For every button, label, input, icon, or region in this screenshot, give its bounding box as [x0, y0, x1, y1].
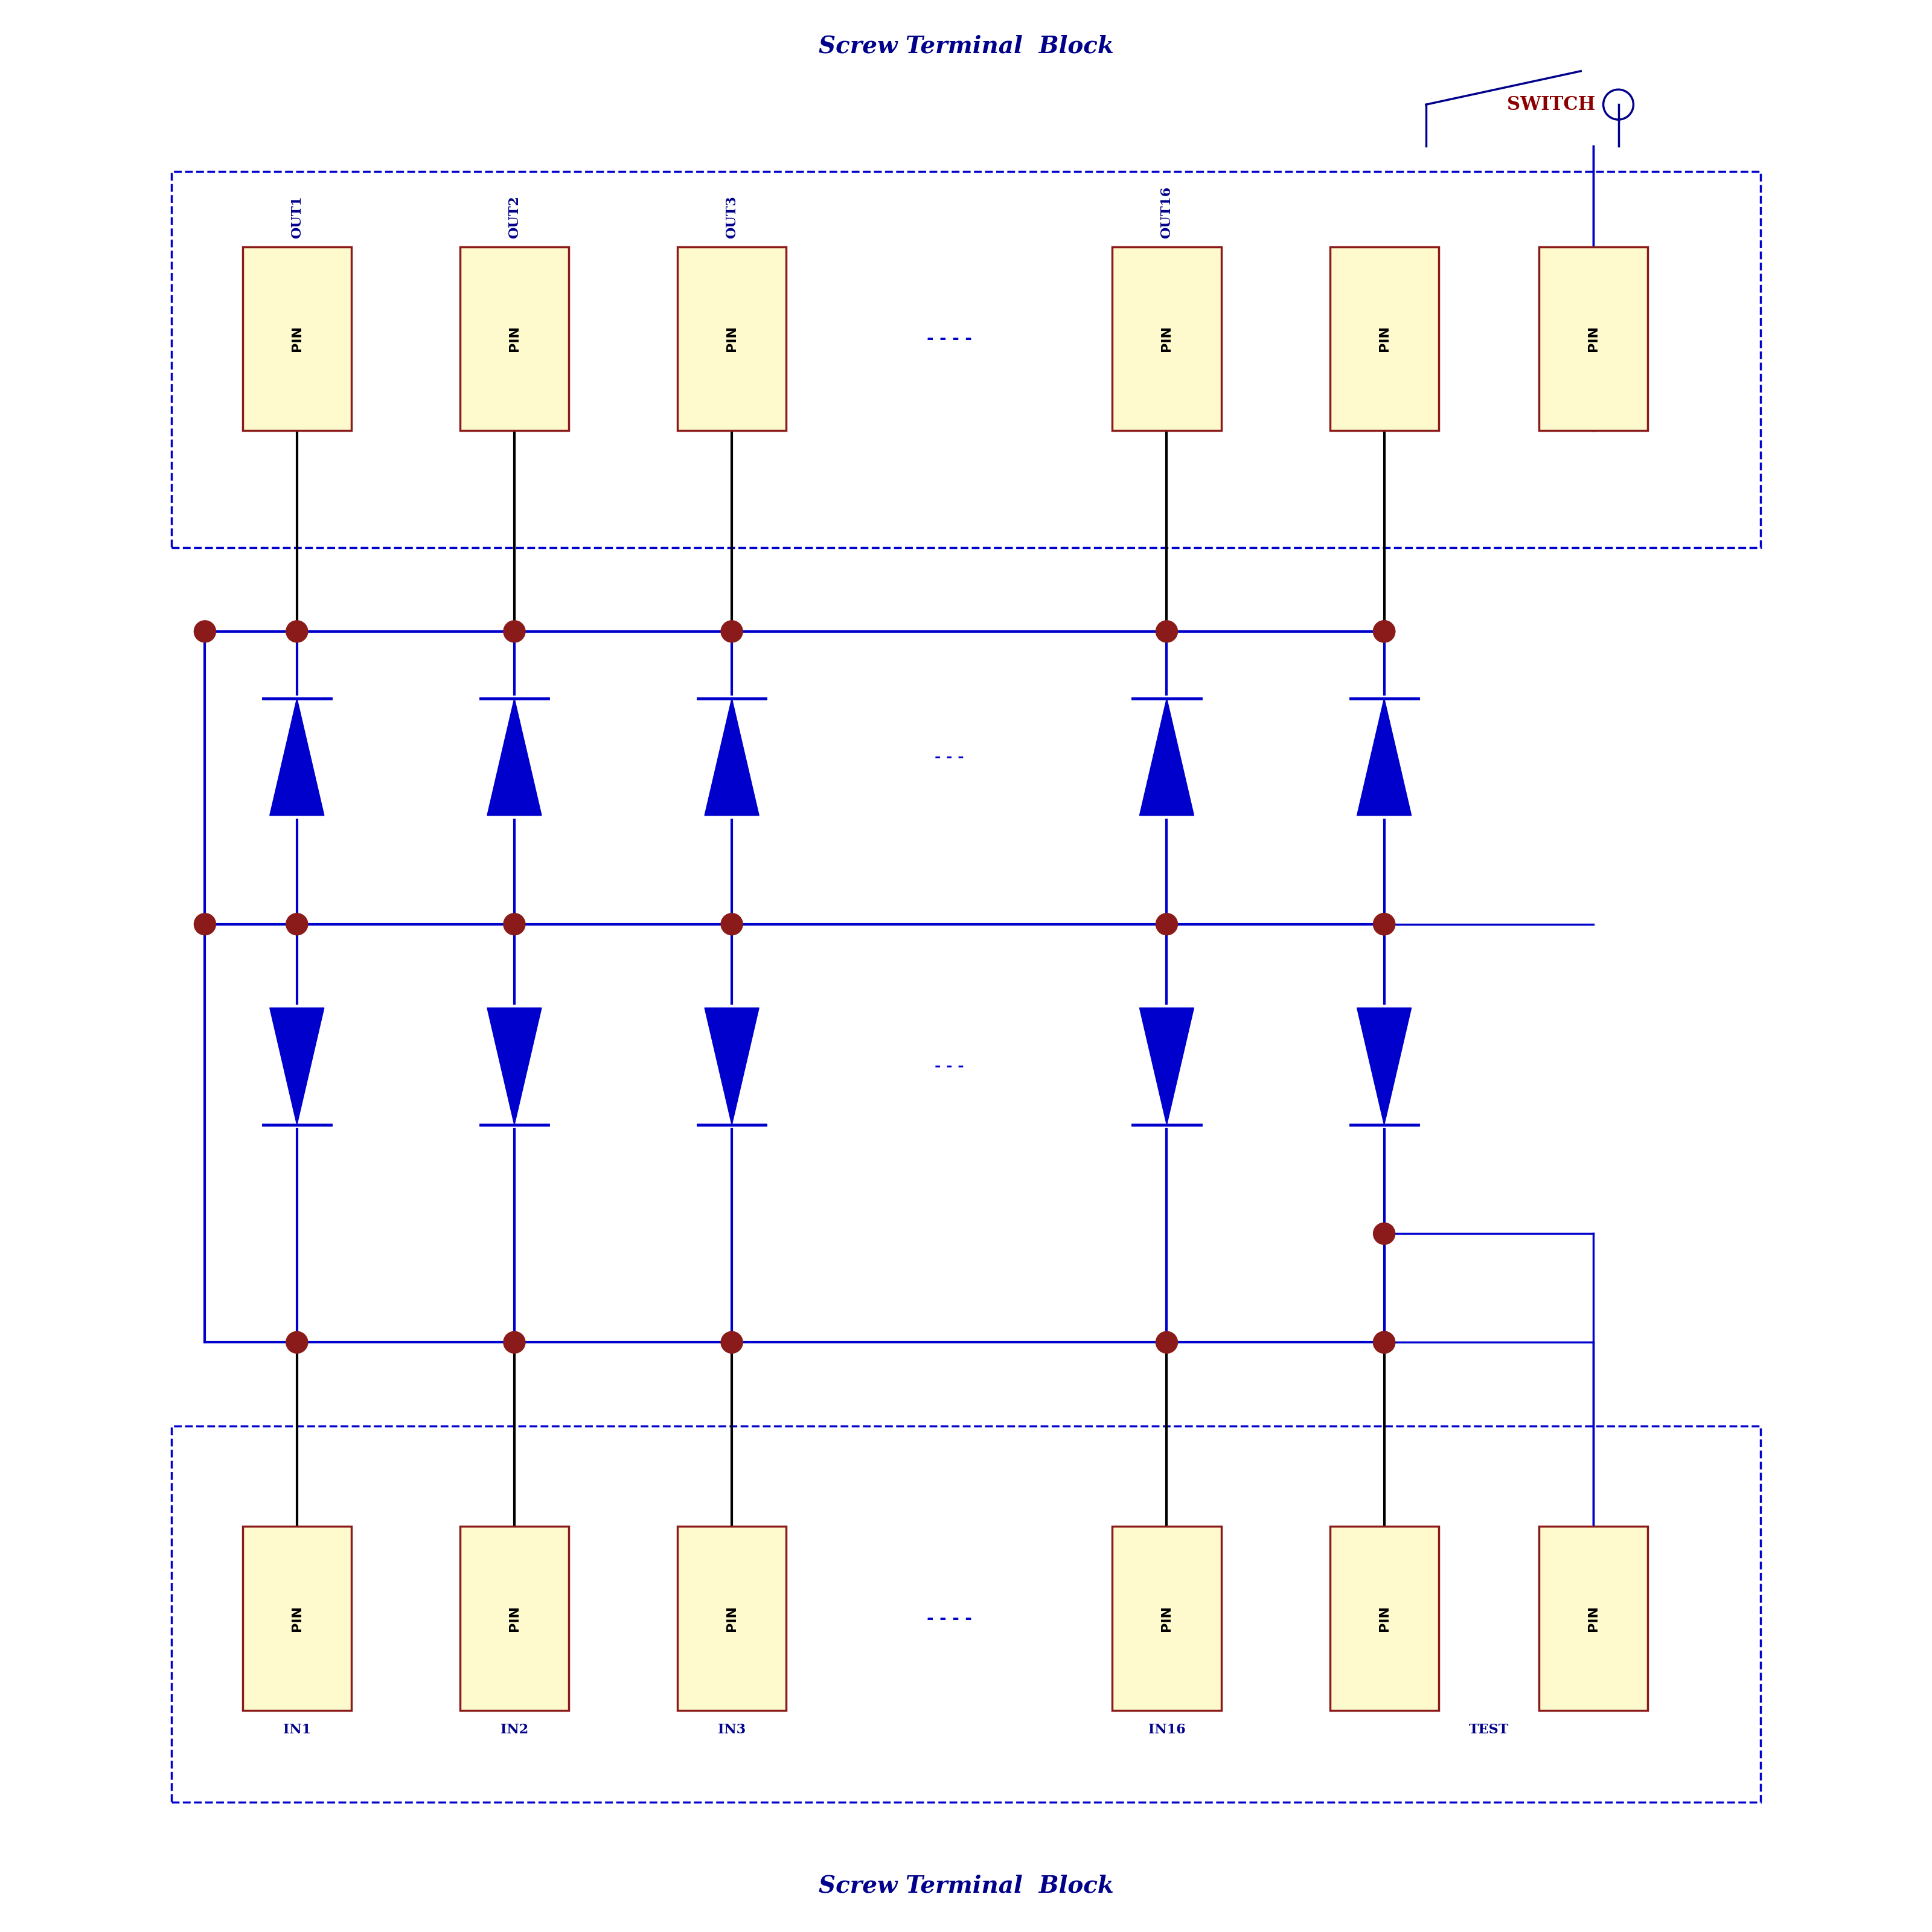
Bar [1329, 247, 1439, 431]
Text: PIN: PIN [508, 327, 520, 352]
Text: PIN: PIN [508, 1605, 520, 1631]
Circle shape [1374, 914, 1395, 935]
Polygon shape [270, 1009, 325, 1124]
Text: PIN: PIN [292, 1605, 303, 1631]
Text: - - - -: - - - - [927, 330, 972, 348]
Text: IN2: IN2 [500, 1723, 527, 1737]
Circle shape [1374, 914, 1395, 935]
Bar [172, 1426, 1760, 1803]
Text: OUT3: OUT3 [724, 195, 738, 238]
Text: PIN: PIN [1378, 327, 1391, 352]
Text: Screw Terminal  Block: Screw Terminal Block [819, 1874, 1113, 1897]
Polygon shape [487, 1009, 541, 1124]
Text: PIN: PIN [1588, 327, 1600, 352]
Text: PIN: PIN [1588, 1605, 1600, 1631]
Circle shape [286, 914, 307, 935]
Polygon shape [1140, 697, 1194, 815]
Text: - - -: - - - [935, 750, 964, 765]
Bar [460, 1526, 568, 1710]
Circle shape [504, 620, 526, 641]
Circle shape [1374, 620, 1395, 641]
Bar [678, 1526, 786, 1710]
Circle shape [1374, 1331, 1395, 1352]
Text: PIN: PIN [1161, 327, 1173, 352]
Circle shape [286, 1331, 307, 1352]
Circle shape [1374, 620, 1395, 641]
Text: OUT2: OUT2 [508, 195, 522, 238]
Text: IN3: IN3 [719, 1723, 746, 1737]
Bar [243, 1526, 352, 1710]
Polygon shape [1140, 1009, 1194, 1124]
Bar [1113, 247, 1221, 431]
Bar [1540, 1526, 1648, 1710]
Bar [1113, 1526, 1221, 1710]
Text: IN16: IN16 [1148, 1723, 1186, 1737]
Polygon shape [1356, 1009, 1412, 1124]
Text: PIN: PIN [292, 327, 303, 352]
Text: OUT1: OUT1 [290, 195, 303, 238]
Polygon shape [705, 697, 759, 815]
Circle shape [1374, 1331, 1395, 1352]
Circle shape [1374, 1223, 1395, 1244]
Text: - - -: - - - [935, 1059, 964, 1074]
Circle shape [1155, 1331, 1179, 1352]
Circle shape [1155, 620, 1179, 641]
Text: TEST: TEST [1468, 1723, 1509, 1737]
Circle shape [193, 620, 216, 641]
Polygon shape [487, 697, 541, 815]
Polygon shape [705, 1009, 759, 1124]
Bar [678, 247, 786, 431]
Circle shape [721, 1331, 742, 1352]
Text: IN1: IN1 [282, 1723, 311, 1737]
Text: PIN: PIN [1161, 1605, 1173, 1631]
Bar [1329, 1526, 1439, 1710]
Text: PIN: PIN [1378, 1605, 1391, 1631]
Text: OUT16: OUT16 [1159, 185, 1173, 238]
Polygon shape [270, 697, 325, 815]
Circle shape [504, 914, 526, 935]
Circle shape [721, 620, 742, 641]
Text: PIN: PIN [726, 327, 738, 352]
Text: PIN: PIN [726, 1605, 738, 1631]
Bar [460, 247, 568, 431]
Circle shape [721, 914, 742, 935]
Bar [243, 247, 352, 431]
Bar [1540, 247, 1648, 431]
Bar [172, 172, 1760, 549]
Circle shape [193, 914, 216, 935]
Circle shape [286, 620, 307, 641]
Circle shape [1155, 914, 1179, 935]
Text: SWITCH: SWITCH [1507, 95, 1596, 114]
Text: Screw Terminal  Block: Screw Terminal Block [819, 35, 1113, 58]
Circle shape [504, 1331, 526, 1352]
Polygon shape [1356, 697, 1412, 815]
Text: - - - -: - - - - [927, 1609, 972, 1627]
